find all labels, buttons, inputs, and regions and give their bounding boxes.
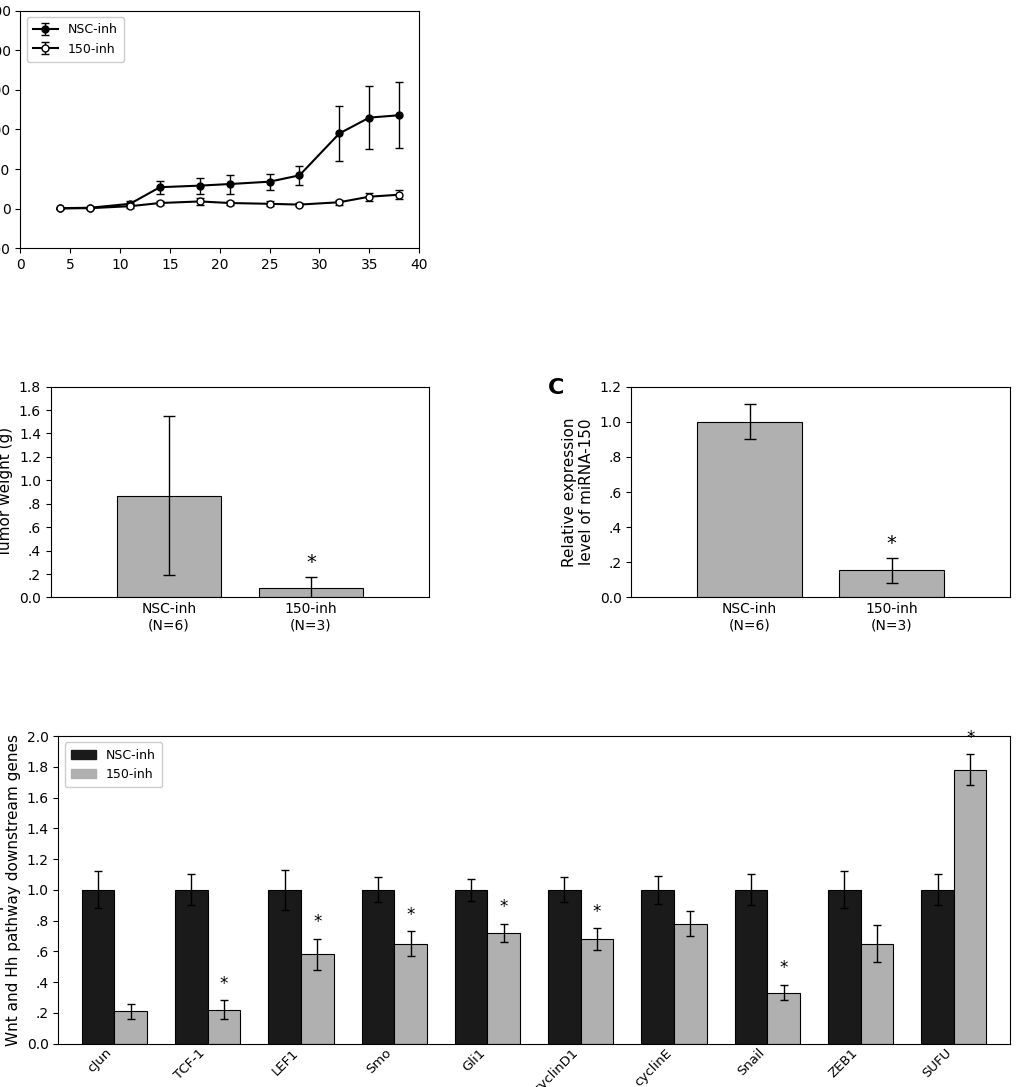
Bar: [827, 890, 860, 1044]
Bar: [175, 890, 208, 1044]
Bar: [547, 890, 580, 1044]
Bar: [487, 933, 520, 1044]
Bar: [208, 1010, 240, 1044]
Bar: [454, 890, 487, 1044]
Text: *: *: [499, 898, 507, 916]
Bar: [839, 571, 943, 598]
Bar: [734, 890, 766, 1044]
Bar: [117, 496, 221, 598]
Text: C: C: [547, 378, 564, 398]
Bar: [766, 992, 799, 1044]
Bar: [82, 890, 114, 1044]
Bar: [393, 944, 426, 1044]
Text: *: *: [779, 960, 787, 977]
Bar: [953, 770, 985, 1044]
Text: *: *: [220, 975, 228, 992]
Bar: [259, 588, 363, 598]
Text: *: *: [965, 728, 973, 747]
Bar: [860, 944, 893, 1044]
Legend: NSC-inh, 150-inh: NSC-inh, 150-inh: [64, 742, 162, 787]
Y-axis label: Tumor weight (g): Tumor weight (g): [0, 427, 13, 558]
Y-axis label: Relative expression level of
Wnt and Hh pathway downstream genes: Relative expression level of Wnt and Hh …: [0, 734, 21, 1046]
Text: *: *: [306, 553, 316, 572]
Bar: [674, 924, 706, 1044]
Bar: [114, 1011, 147, 1044]
Bar: [301, 954, 333, 1044]
Bar: [361, 890, 393, 1044]
Text: *: *: [313, 913, 321, 932]
Bar: [641, 890, 674, 1044]
Bar: [697, 422, 801, 598]
Text: *: *: [886, 534, 896, 552]
Text: *: *: [592, 902, 600, 921]
Text: *: *: [406, 905, 415, 924]
Legend: NSC-inh, 150-inh: NSC-inh, 150-inh: [26, 17, 124, 62]
Bar: [268, 890, 301, 1044]
Y-axis label: Relative expression
level of miRNA-150: Relative expression level of miRNA-150: [561, 417, 593, 566]
Bar: [580, 939, 612, 1044]
Bar: [920, 890, 953, 1044]
